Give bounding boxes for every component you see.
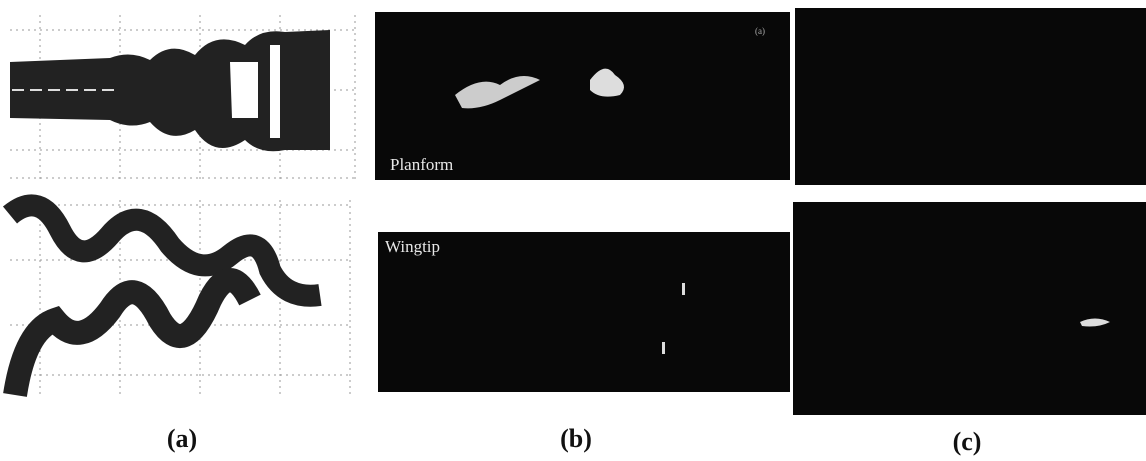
tag: (a): [755, 26, 765, 36]
image: [378, 232, 790, 392]
mark: [662, 342, 665, 354]
image: [795, 8, 1146, 185]
panel-a-bottom: [10, 200, 350, 395]
mark: [682, 283, 685, 295]
panel-a-top: [10, 15, 355, 180]
subfigure-label: (a): [167, 424, 197, 453]
wake-lower: [15, 280, 250, 395]
subfigure-label: (b): [560, 424, 592, 453]
panel-c: [793, 8, 1146, 415]
image: [793, 202, 1146, 415]
wake-upper: [10, 205, 320, 295]
figure: Planform (a) Wingtip (a) (b) (c): [0, 0, 1146, 461]
panel-b-bottom: Wingtip: [378, 232, 790, 392]
subfigure-label: (c): [953, 427, 982, 456]
panel-b-top: Planform (a): [375, 12, 790, 180]
caption: Planform: [390, 155, 453, 174]
caption: Wingtip: [385, 237, 440, 256]
